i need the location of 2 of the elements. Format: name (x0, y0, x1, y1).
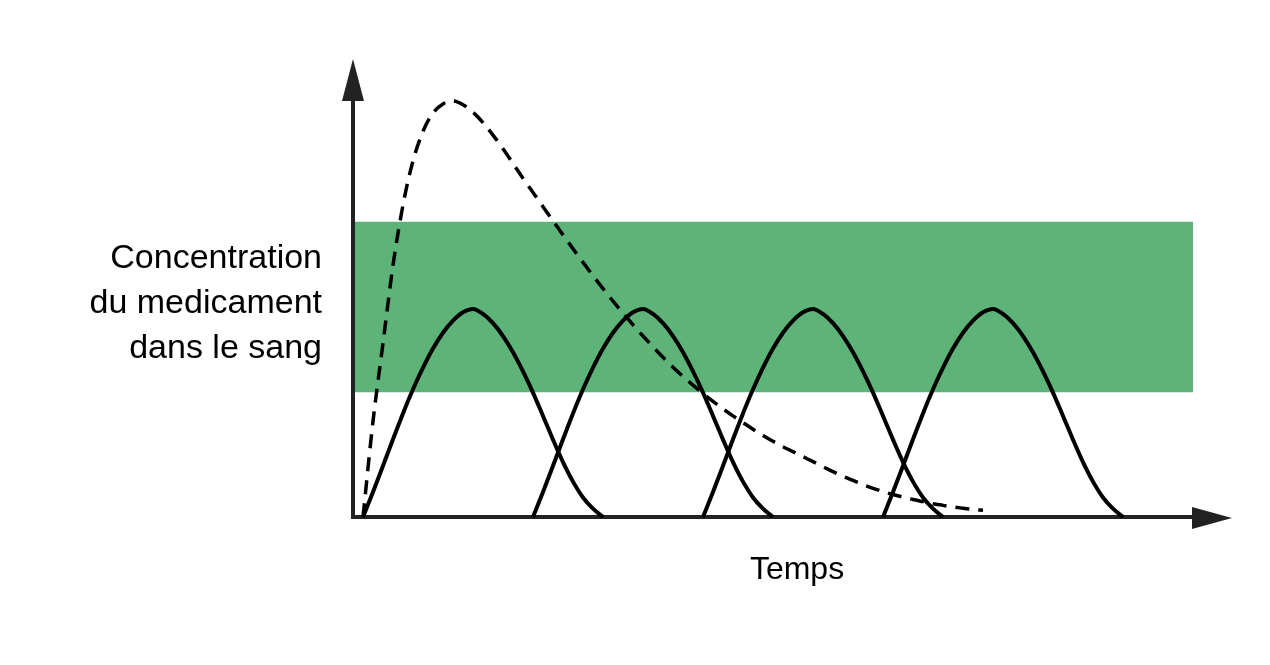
x-axis-title: Temps (748, 549, 846, 588)
y-axis-title: Concentration du medicament dans le sang (88, 236, 322, 367)
